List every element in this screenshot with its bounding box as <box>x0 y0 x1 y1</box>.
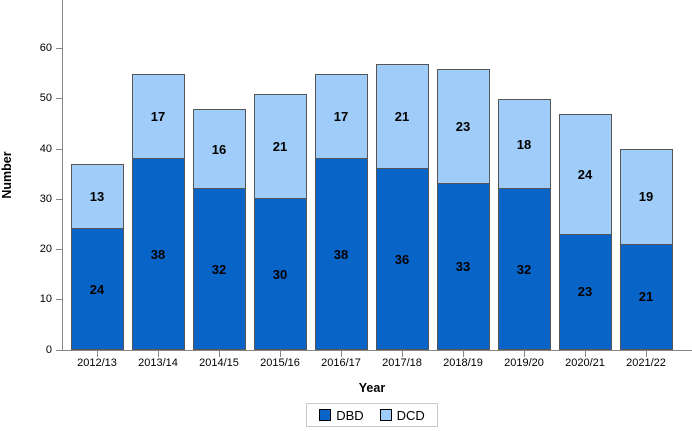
bar-2019-20: 18 32 <box>497 98 551 350</box>
y-tick-label: 50 <box>39 92 52 105</box>
legend-item-dcd: DCD <box>379 407 425 423</box>
bar-segment-dcd: 18 <box>497 98 551 190</box>
x-tick-label: 2020/21 <box>565 357 605 369</box>
y-tick-mark <box>56 98 62 100</box>
bar-segment-dbd: 38 <box>314 159 368 350</box>
y-tick-label: 60 <box>39 42 52 55</box>
bar-segment-dbd: 23 <box>558 234 612 350</box>
x-tick-label: 2013/14 <box>138 357 178 369</box>
x-tick-label: 2017/18 <box>382 357 422 369</box>
x-tick-mark <box>402 351 403 357</box>
legend-swatch-dcd-icon <box>379 409 392 421</box>
x-axis-title: Year <box>358 381 386 395</box>
bar-segment-dbd: 36 <box>375 169 429 350</box>
bar-2018-19: 23 33 <box>436 68 490 350</box>
x-tick-mark <box>646 351 647 357</box>
y-tick-mark <box>56 198 62 200</box>
bar-2014-15: 16 32 <box>192 108 246 350</box>
bar-segment-dbd: 38 <box>131 159 185 350</box>
y-tick-mark <box>56 249 62 251</box>
y-tick-mark <box>56 299 62 301</box>
bar-segment-dbd: 33 <box>436 184 490 350</box>
y-tick-mark <box>56 48 62 50</box>
x-tick-label: 2012/13 <box>77 357 117 369</box>
y-axis-line <box>62 0 63 351</box>
x-tick-label: 2014/15 <box>199 357 239 369</box>
x-tick-label: 2021/22 <box>626 357 666 369</box>
y-tick-label: 40 <box>39 142 52 155</box>
x-tick-mark <box>158 351 159 357</box>
bar-segment-dcd: 19 <box>619 149 673 245</box>
legend-swatch-dbd-icon <box>319 409 332 421</box>
bar-segment-dbd: 32 <box>497 189 551 350</box>
y-tick-label: 10 <box>39 293 52 306</box>
bar-2013-14: 17 38 <box>131 73 185 350</box>
bar-segment-dbd: 30 <box>253 199 307 350</box>
x-tick-mark <box>585 351 586 357</box>
bar-segment-dcd: 23 <box>436 68 490 185</box>
bar-2012-13: 13 24 <box>70 164 124 350</box>
legend-label-dcd: DCD <box>396 407 425 423</box>
y-tick-label: 0 <box>45 343 52 356</box>
x-tick-mark <box>280 351 281 357</box>
bar-2020-21: 24 23 <box>558 113 612 350</box>
bar-segment-dbd: 32 <box>192 189 246 350</box>
y-tick-label: 20 <box>39 243 52 256</box>
bar-segment-dcd: 24 <box>558 113 612 235</box>
x-tick-label: 2018/19 <box>443 357 483 369</box>
bar-2015-16: 21 30 <box>253 93 307 350</box>
x-tick-mark <box>219 351 220 357</box>
bar-2016-17: 17 38 <box>314 73 368 350</box>
x-tick-mark <box>463 351 464 357</box>
bar-segment-dbd: 24 <box>70 229 124 350</box>
bar-segment-dcd: 21 <box>253 93 307 200</box>
x-tick-mark <box>341 351 342 357</box>
legend-label-dbd: DBD <box>336 407 364 423</box>
legend-item-dbd: DBD <box>319 407 364 423</box>
x-axis-line <box>62 350 692 351</box>
legend: DBD DCD <box>62 403 682 427</box>
bar-segment-dcd: 21 <box>375 63 429 170</box>
y-tick-mark <box>56 349 62 351</box>
x-tick-label: 2016/17 <box>321 357 361 369</box>
y-tick-mark <box>56 148 62 150</box>
y-tick-label: 30 <box>39 192 52 205</box>
x-tick-mark <box>97 351 98 357</box>
x-tick-label: 2019/20 <box>504 357 544 369</box>
bar-segment-dcd: 13 <box>70 164 124 230</box>
bar-segment-dcd: 16 <box>192 108 246 190</box>
bar-2021-22: 19 21 <box>619 149 673 350</box>
y-axis-title: Number <box>0 151 14 199</box>
bar-segment-dbd: 21 <box>619 244 673 350</box>
bar-2017-18: 21 36 <box>375 63 429 350</box>
bar-segment-dcd: 17 <box>131 73 185 160</box>
x-tick-label: 2015/16 <box>260 357 300 369</box>
x-tick-mark <box>524 351 525 357</box>
legend-box: DBD DCD <box>306 403 438 427</box>
bar-segment-dcd: 17 <box>314 73 368 160</box>
